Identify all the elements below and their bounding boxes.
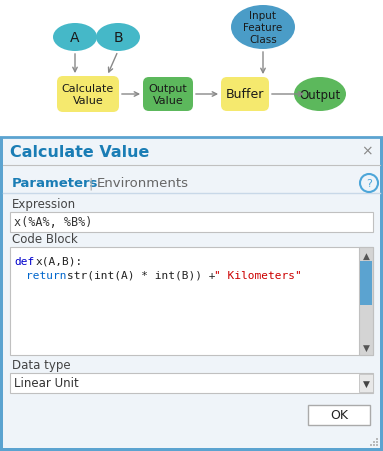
Text: ×: × bbox=[362, 144, 373, 158]
Text: Expression: Expression bbox=[12, 198, 76, 211]
Circle shape bbox=[373, 441, 375, 443]
FancyBboxPatch shape bbox=[360, 262, 372, 305]
Circle shape bbox=[376, 444, 378, 446]
FancyBboxPatch shape bbox=[380, 138, 383, 451]
Text: A: A bbox=[70, 31, 80, 45]
FancyBboxPatch shape bbox=[3, 138, 380, 166]
Text: x(%A%, %B%): x(%A%, %B%) bbox=[14, 216, 92, 229]
FancyBboxPatch shape bbox=[0, 138, 383, 451]
Text: Data type: Data type bbox=[12, 359, 70, 372]
FancyBboxPatch shape bbox=[10, 212, 373, 232]
Circle shape bbox=[376, 441, 378, 443]
Text: ▼: ▼ bbox=[363, 379, 370, 388]
FancyBboxPatch shape bbox=[10, 248, 373, 355]
Text: Calculate Value: Calculate Value bbox=[10, 145, 149, 160]
Text: ▼: ▼ bbox=[363, 343, 370, 352]
Text: Parameters: Parameters bbox=[12, 177, 98, 190]
FancyBboxPatch shape bbox=[0, 138, 3, 451]
Text: Input
Feature
Class: Input Feature Class bbox=[243, 11, 283, 45]
Text: def: def bbox=[14, 257, 34, 267]
Text: x(A,B):: x(A,B): bbox=[36, 257, 83, 267]
FancyBboxPatch shape bbox=[57, 77, 119, 113]
Text: Buffer: Buffer bbox=[226, 88, 264, 101]
Ellipse shape bbox=[96, 24, 140, 52]
Text: Output
Value: Output Value bbox=[149, 84, 187, 106]
Text: str(int(A) * int(B)) +: str(int(A) * int(B)) + bbox=[67, 271, 222, 281]
FancyBboxPatch shape bbox=[221, 78, 269, 112]
FancyBboxPatch shape bbox=[0, 448, 383, 451]
Text: ?: ? bbox=[366, 179, 372, 189]
FancyBboxPatch shape bbox=[0, 0, 383, 138]
FancyBboxPatch shape bbox=[359, 248, 373, 355]
Circle shape bbox=[376, 438, 378, 440]
Ellipse shape bbox=[231, 6, 295, 50]
FancyBboxPatch shape bbox=[359, 374, 373, 392]
FancyBboxPatch shape bbox=[10, 373, 373, 393]
Text: Code Block: Code Block bbox=[12, 233, 78, 246]
Text: Linear Unit: Linear Unit bbox=[14, 377, 79, 390]
Text: return: return bbox=[26, 271, 67, 281]
Ellipse shape bbox=[53, 24, 97, 52]
FancyBboxPatch shape bbox=[143, 78, 193, 112]
Text: " Kilometers": " Kilometers" bbox=[214, 271, 302, 281]
Text: Calculate
Value: Calculate Value bbox=[62, 84, 114, 106]
Circle shape bbox=[373, 444, 375, 446]
Circle shape bbox=[370, 444, 372, 446]
Text: Environments: Environments bbox=[97, 177, 189, 190]
FancyBboxPatch shape bbox=[308, 405, 370, 425]
Ellipse shape bbox=[294, 78, 346, 112]
Text: Output: Output bbox=[300, 88, 340, 101]
Text: OK: OK bbox=[330, 409, 348, 422]
Text: B: B bbox=[113, 31, 123, 45]
Text: |: | bbox=[88, 177, 92, 190]
Text: ▲: ▲ bbox=[363, 251, 370, 260]
